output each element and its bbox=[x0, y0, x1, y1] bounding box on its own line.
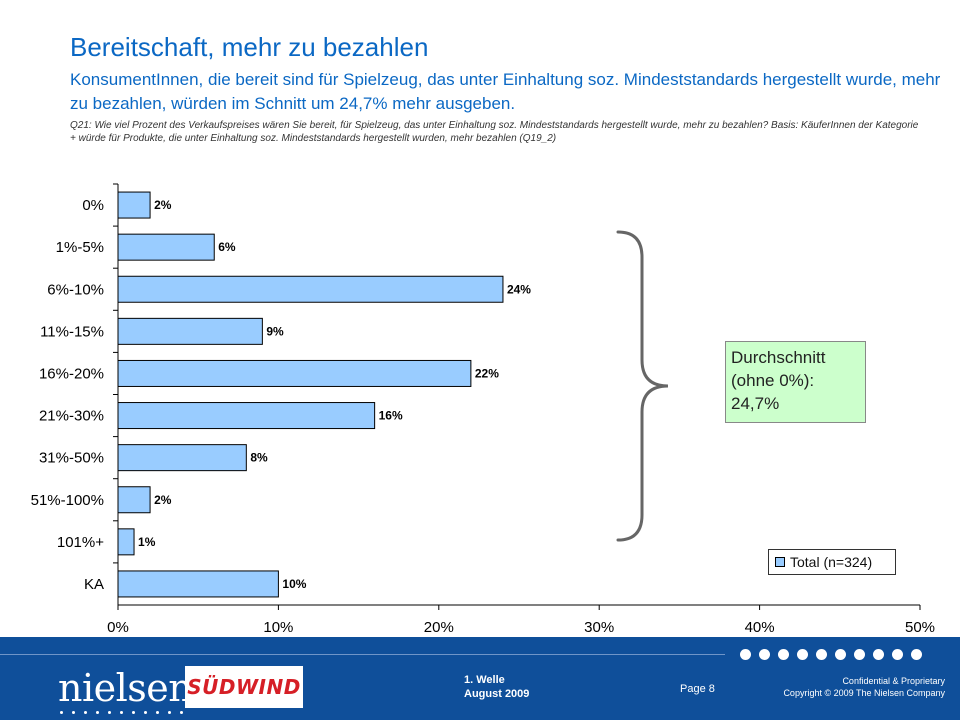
callout-value: 24,7% bbox=[731, 394, 780, 413]
x-tick-label-1: 10% bbox=[263, 619, 293, 636]
copyright-notice: Confidential & Proprietary Copyright © 2… bbox=[783, 675, 945, 699]
survey-wave: 1. Welle August 2009 bbox=[464, 673, 529, 701]
data-label-0: 2% bbox=[154, 198, 172, 212]
callout-line-1: Durchschnitt bbox=[731, 348, 826, 367]
bar-6 bbox=[117, 444, 247, 472]
legend-swatch bbox=[775, 557, 785, 567]
data-label-5: 16% bbox=[379, 409, 403, 423]
data-label-7: 2% bbox=[154, 493, 172, 507]
page-title: Bereitschaft, mehr zu bezahlen bbox=[70, 32, 429, 62]
category-label-2: 6%-10% bbox=[47, 281, 104, 298]
category-label-4: 16%-20% bbox=[39, 365, 104, 382]
footer-dots bbox=[740, 649, 922, 660]
footer-divider bbox=[0, 654, 725, 655]
footer-bar: nielsen SÜDWIND 1. Welle August 2009 Pag… bbox=[0, 637, 960, 720]
question-note: Q21: Wie viel Prozent des Verkaufspreise… bbox=[70, 120, 919, 144]
bar-2 bbox=[117, 275, 504, 303]
x-tick-label-5: 50% bbox=[905, 619, 935, 636]
wave-label: 1. Welle bbox=[464, 674, 505, 686]
nielsen-logo: nielsen bbox=[58, 666, 193, 714]
category-label-0: 0% bbox=[82, 197, 104, 214]
wave-date: August 2009 bbox=[464, 688, 530, 700]
chart-legend: Total (n=324) bbox=[768, 549, 896, 575]
category-label-5: 21%-30% bbox=[39, 408, 104, 425]
bar-5 bbox=[117, 402, 376, 430]
bar-9 bbox=[117, 570, 279, 598]
brace-icon bbox=[616, 230, 669, 542]
x-tick-label-4: 40% bbox=[745, 619, 775, 636]
category-label-7: 51%-100% bbox=[31, 492, 104, 509]
page-subtitle: KonsumentInnen, die bereit sind für Spie… bbox=[70, 70, 941, 113]
bar-0 bbox=[117, 191, 151, 219]
bar-1 bbox=[117, 233, 215, 261]
data-label-4: 22% bbox=[475, 366, 499, 380]
data-label-6: 8% bbox=[250, 451, 268, 465]
legend-label: Total (n=324) bbox=[790, 554, 873, 570]
copyright-label: Copyright © 2009 The Nielsen Company bbox=[783, 688, 945, 698]
data-label-3: 9% bbox=[266, 324, 284, 338]
callout-line-2: (ohne 0%): bbox=[731, 371, 815, 390]
data-label-1: 6% bbox=[218, 240, 236, 254]
average-callout: Durchschnitt (ohne 0%): 24,7% bbox=[725, 341, 866, 423]
category-label-6: 31%-50% bbox=[39, 450, 104, 467]
bar-3 bbox=[117, 317, 263, 345]
nielsen-wordmark: nielsen bbox=[58, 666, 193, 710]
suedwind-logo: SÜDWIND bbox=[185, 666, 303, 708]
x-tick-label-2: 20% bbox=[424, 619, 454, 636]
category-label-8: 101%+ bbox=[57, 534, 104, 551]
bar-8 bbox=[117, 528, 135, 556]
x-tick-label-3: 30% bbox=[584, 619, 614, 636]
data-label-9: 10% bbox=[282, 577, 306, 591]
data-label-8: 1% bbox=[138, 535, 156, 549]
category-label-3: 11%-15% bbox=[40, 323, 104, 340]
bar-7 bbox=[117, 486, 151, 514]
category-label-9: KA bbox=[84, 576, 104, 593]
confidential-label: Confidential & Proprietary bbox=[842, 676, 945, 686]
suedwind-wordmark: SÜDWIND bbox=[187, 675, 301, 699]
category-label-1: 1%-5% bbox=[56, 239, 104, 256]
bar-chart: 2% 6% 24% 9% 22% 16% 8% 2% 1% 10% 0% 1%-5% 6%-10% 11… bbox=[31, 183, 935, 636]
data-label-2: 24% bbox=[507, 282, 531, 296]
page-number: Page 8 bbox=[680, 683, 715, 695]
x-tick-label-0: 0% bbox=[107, 619, 129, 636]
bar-4 bbox=[117, 359, 472, 387]
